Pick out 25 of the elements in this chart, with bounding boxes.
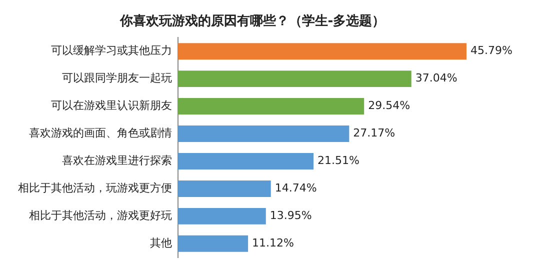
bar (178, 98, 364, 115)
y-tick-label: 相比于其他活动，游戏更好玩 (29, 209, 172, 222)
bar (178, 180, 271, 197)
bar (178, 70, 412, 88)
y-tick-label: 可以在游戏里认识新朋友 (51, 99, 172, 112)
chart-title: 你喜欢玩游戏的原因有哪些？（学生-多选题） (118, 14, 386, 30)
bar (178, 152, 314, 170)
data-label: 13.95% (270, 209, 312, 222)
y-tick-label: 喜欢在游戏里进行探索 (62, 154, 172, 168)
y-tick-label: 喜欢游戏的画面、角色或剧情 (29, 126, 172, 140)
data-label: 29.54% (368, 99, 410, 112)
y-tick-label: 可以缓解学习或其他压力 (51, 44, 172, 58)
y-tick-label: 其他 (150, 236, 172, 250)
y-tick-label: 相比于其他活动，玩游戏更方便 (18, 182, 172, 195)
bar (178, 208, 266, 224)
bar (178, 43, 466, 60)
data-label: 21.51% (318, 154, 360, 168)
data-label: 27.17% (353, 126, 396, 140)
data-label: 14.74% (274, 182, 317, 195)
data-label: 11.12% (252, 236, 294, 250)
bar (178, 235, 248, 252)
data-label: 37.04% (415, 72, 458, 85)
data-label: 45.79% (470, 44, 512, 58)
bar (178, 126, 350, 142)
y-tick-label: 可以跟同学朋友一起玩 (62, 72, 172, 85)
